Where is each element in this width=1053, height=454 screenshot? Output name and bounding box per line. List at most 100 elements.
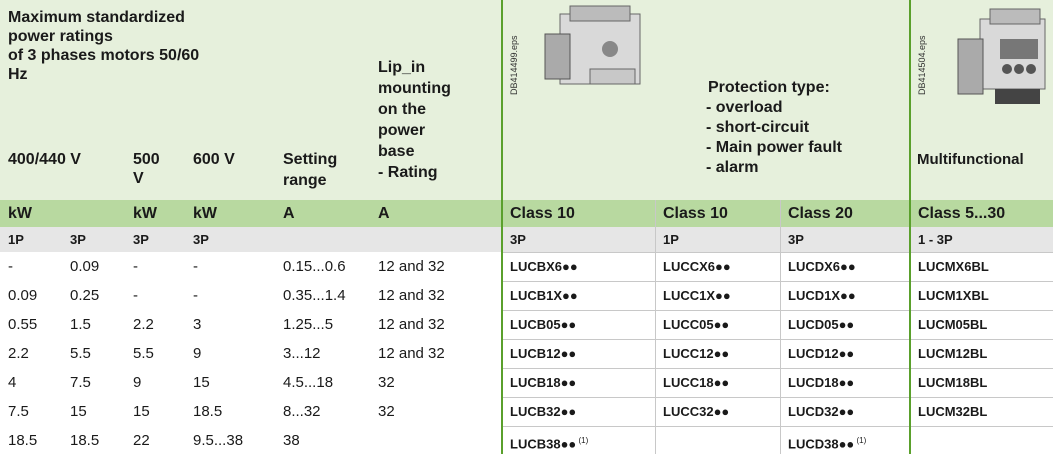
cell: LUCB12●● [510, 346, 577, 361]
cell: 15 [193, 374, 210, 391]
mounting-header: Lip_in [378, 59, 426, 76]
row-line [502, 252, 1053, 253]
voltage-header: 400/440 V [8, 151, 81, 168]
row-line [502, 397, 1053, 398]
unit-cell: Class 5...30 [918, 205, 1006, 222]
cell: 4 [8, 374, 17, 391]
footnote-ref: (1) [576, 436, 589, 445]
cell: 18.5 [8, 432, 38, 449]
cell: 1.25...5 [283, 316, 334, 333]
mounting-header: base [378, 143, 415, 160]
cell: LUCD05●● [788, 317, 855, 332]
image-id: DB414504.eps [917, 35, 927, 95]
unit-cell: Class 20 [788, 205, 853, 222]
row-line [502, 310, 1053, 311]
cell: LUCD1X●● [788, 288, 856, 303]
cell: 0.35...1.4 [283, 287, 346, 304]
phase-cell: 1P [663, 232, 679, 247]
phases-bg [0, 227, 1053, 252]
cell: LUCC32●● [663, 404, 730, 419]
protection-item: - short-circuit [706, 119, 810, 136]
cell: 12 and 32 [378, 345, 445, 362]
cell: 32 [378, 374, 395, 391]
unit-cell: Class 10 [510, 205, 575, 222]
protection-item: - Main power fault [706, 139, 842, 156]
units-bg [0, 200, 1053, 227]
cell: 7.5 [8, 403, 29, 420]
cell-text: LUCB38●● [510, 436, 577, 452]
product-image [544, 5, 641, 85]
cell: LUCB18●● [510, 375, 577, 390]
cell: LUCB32●● [510, 404, 577, 419]
cell: 7.5 [70, 374, 91, 391]
row-line [502, 426, 1053, 427]
phase-cell: 3P [70, 232, 86, 247]
unit-cell: A [378, 205, 390, 222]
cell: 2.2 [133, 316, 154, 333]
cell: LUCD12●● [788, 346, 855, 361]
row-line [502, 339, 1053, 340]
protection-item: Protection type: [708, 79, 830, 96]
green-divider [909, 0, 911, 454]
cell: 3 [193, 316, 202, 333]
phase-cell: 3P [193, 232, 209, 247]
cell: 18.5 [70, 432, 100, 449]
phase-cell: 3P [510, 232, 526, 247]
mounting-header: on the [378, 101, 426, 118]
cell: LUCC05●● [663, 317, 730, 332]
cell: 12 and 32 [378, 258, 445, 275]
cell: LUCB1X●● [510, 288, 578, 303]
footnote-ref: (1) [854, 436, 867, 445]
unit-cell: A [283, 205, 295, 222]
protection-item: - overload [706, 99, 783, 116]
cell: LUCBX6●● [510, 259, 578, 274]
cell: 15 [70, 403, 87, 420]
cell: - [193, 258, 198, 275]
phase-cell: 1P [8, 232, 24, 247]
setting-header: Setting [283, 151, 338, 168]
cell: 9 [193, 345, 202, 362]
cell: - [133, 258, 138, 275]
voltage-header: 600 V [193, 151, 235, 168]
cell: 1.5 [70, 316, 91, 333]
unit-cell: kW [193, 205, 217, 222]
setting-header: range [283, 172, 327, 189]
cell: 0.09 [8, 287, 38, 304]
image-id: DB414499.eps [509, 35, 519, 95]
green-divider [501, 0, 503, 454]
cell: LUCCX6●● [663, 259, 731, 274]
cell: LUCM1XBL [918, 288, 989, 303]
cell: 0.55 [8, 316, 38, 333]
unit-cell: kW [133, 205, 157, 222]
cell: 32 [378, 403, 395, 420]
header-bg [0, 0, 1053, 200]
cell: LUCD18●● [788, 375, 855, 390]
cell: 38 [283, 432, 300, 449]
cell: LUCD38●● (1) [788, 426, 866, 454]
cell: 8...32 [283, 403, 321, 420]
cell: 4.5...18 [283, 374, 334, 391]
col-line [655, 200, 656, 454]
cell: 9 [133, 374, 142, 391]
phase-cell: 3P [133, 232, 149, 247]
cell: 15 [133, 403, 150, 420]
row-line [502, 368, 1053, 369]
cell: 12 and 32 [378, 287, 445, 304]
cell: 0.15...0.6 [283, 258, 346, 275]
cell-text: LUCD38●● [788, 436, 855, 452]
cell: LUCMX6BL [918, 259, 989, 274]
header-title: Maximum standardized [8, 9, 185, 26]
cell: 5.5 [133, 345, 154, 362]
cell: LUCB38●● (1) [510, 426, 588, 454]
cell: LUCM05BL [918, 317, 988, 332]
mounting-header: power [378, 122, 426, 139]
mounting-header: - Rating [378, 164, 438, 181]
cell: - [133, 287, 138, 304]
cell: 12 and 32 [378, 316, 445, 333]
cell: LUCDX6●● [788, 259, 856, 274]
cell: LUCC18●● [663, 375, 730, 390]
cell: LUCC1X●● [663, 288, 731, 303]
cell: 0.25 [70, 287, 100, 304]
cell: 3...12 [283, 345, 321, 362]
